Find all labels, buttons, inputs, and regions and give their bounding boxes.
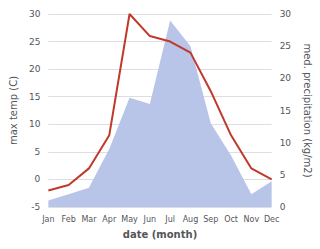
svg-text:0: 0 bbox=[280, 202, 286, 212]
svg-text:Feb: Feb bbox=[62, 215, 76, 224]
svg-text:May: May bbox=[121, 215, 138, 224]
svg-text:25: 25 bbox=[280, 41, 291, 51]
svg-text:-5: -5 bbox=[31, 202, 40, 212]
svg-text:Aug: Aug bbox=[183, 215, 199, 224]
svg-text:10: 10 bbox=[280, 138, 292, 148]
svg-text:Sep: Sep bbox=[203, 215, 218, 224]
svg-text:0: 0 bbox=[35, 174, 41, 184]
svg-text:Nov: Nov bbox=[244, 215, 260, 224]
svg-text:15: 15 bbox=[29, 92, 40, 102]
svg-text:25: 25 bbox=[29, 37, 40, 47]
svg-text:med. precipitation (kg/m2): med. precipitation (kg/m2) bbox=[302, 43, 313, 177]
svg-text:Oct: Oct bbox=[224, 215, 238, 224]
svg-text:30: 30 bbox=[29, 9, 41, 19]
svg-text:20: 20 bbox=[29, 64, 41, 74]
svg-text:Jan: Jan bbox=[41, 215, 54, 224]
svg-text:30: 30 bbox=[280, 9, 292, 19]
svg-text:5: 5 bbox=[35, 147, 41, 157]
svg-text:5: 5 bbox=[280, 170, 286, 180]
svg-text:max temp (C): max temp (C) bbox=[8, 76, 19, 145]
svg-text:Jul: Jul bbox=[164, 215, 175, 224]
svg-text:Dec: Dec bbox=[264, 215, 279, 224]
svg-text:date (month): date (month) bbox=[123, 229, 197, 240]
svg-text:15: 15 bbox=[280, 106, 291, 116]
svg-text:Mar: Mar bbox=[81, 215, 97, 224]
svg-text:Apr: Apr bbox=[102, 215, 117, 224]
svg-text:Jun: Jun bbox=[143, 215, 157, 224]
svg-text:20: 20 bbox=[280, 73, 292, 83]
svg-text:10: 10 bbox=[29, 119, 41, 129]
